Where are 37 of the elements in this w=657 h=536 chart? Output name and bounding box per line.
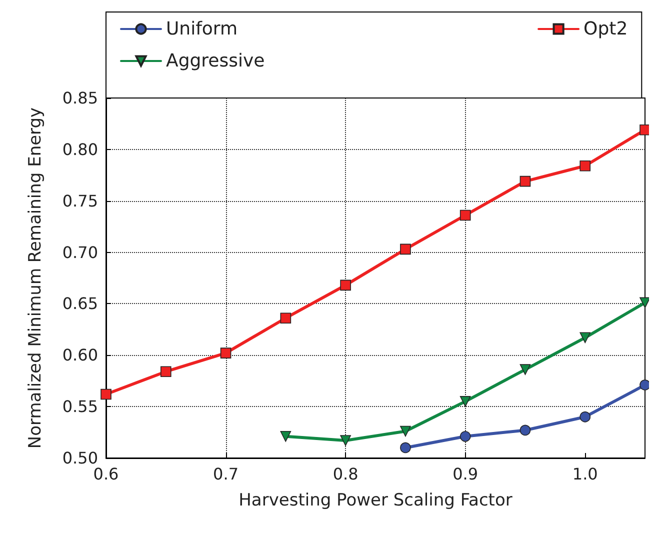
y-tick-label: 0.85	[62, 88, 98, 108]
point	[460, 431, 471, 442]
legend-label: Opt2	[584, 18, 628, 40]
y-tick-label: 0.50	[62, 448, 98, 468]
y-tick-label: 0.60	[62, 346, 98, 365]
legend-label: Uniform	[166, 18, 238, 40]
y-axis-title: Normalized Minimum Remaining Energy	[26, 107, 46, 449]
y-tick-label: 0.65	[62, 294, 98, 314]
point	[400, 244, 411, 255]
x-tick-label: 0.8	[332, 464, 358, 484]
point	[280, 431, 292, 442]
legend-label: Aggressive	[166, 50, 265, 72]
point	[460, 210, 471, 221]
x-tick-label: 0.7	[213, 464, 239, 484]
point	[460, 396, 471, 407]
y-tick-label: 0.80	[62, 140, 98, 159]
point	[580, 160, 591, 172]
point	[580, 411, 591, 422]
x-axis-title: Harvesting Power Scaling Factor	[238, 490, 512, 510]
point	[340, 435, 351, 446]
y-tick-label: 0.75	[62, 191, 98, 210]
point	[220, 348, 232, 358]
point	[520, 364, 531, 375]
point	[100, 388, 112, 400]
x-tick-label: 0.9	[452, 464, 478, 484]
point	[400, 442, 411, 454]
point	[520, 424, 531, 436]
point	[400, 426, 411, 437]
x-tick-label: 1.0	[572, 464, 598, 484]
point	[280, 312, 292, 324]
y-tick-label: 0.70	[62, 242, 98, 262]
point	[340, 280, 351, 291]
point	[520, 176, 531, 187]
point	[160, 366, 172, 377]
y-tick-label: 0.55	[62, 397, 98, 416]
point	[580, 332, 591, 344]
x-tick-label: 0.6	[93, 464, 119, 484]
